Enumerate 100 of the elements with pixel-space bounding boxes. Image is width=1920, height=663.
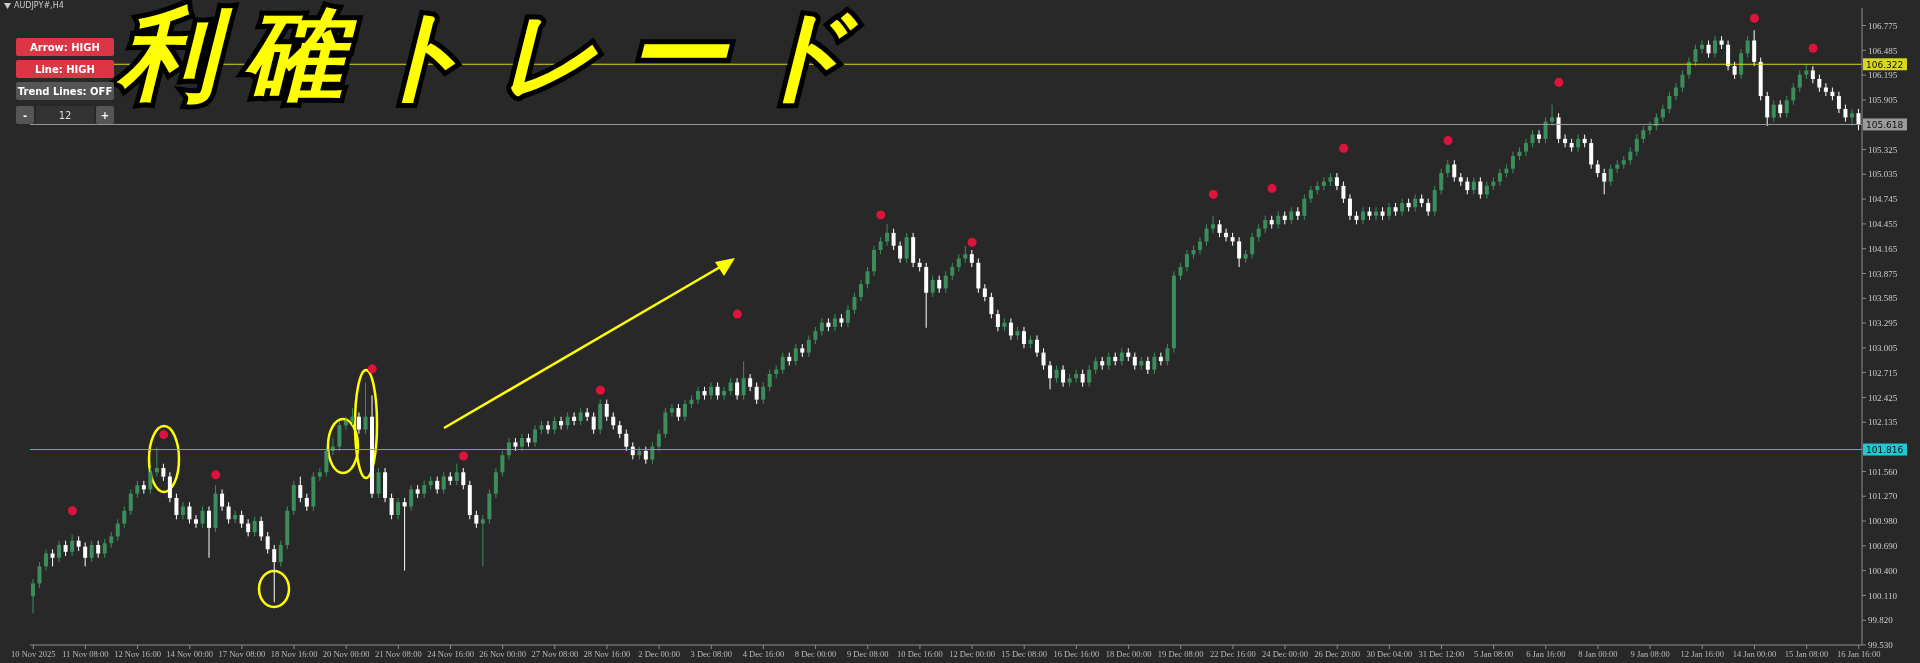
y-tick-label: 105.325 — [1868, 144, 1898, 155]
candlestick — [1556, 112, 1561, 144]
ref-line-label: 105.618 — [1866, 119, 1904, 130]
candlestick — [1602, 168, 1607, 195]
candlestick — [343, 416, 348, 431]
x-tick-label: 15 Dec 08:00 — [1001, 649, 1048, 660]
candlestick — [409, 484, 414, 512]
candlestick — [44, 548, 49, 572]
point — [367, 364, 377, 374]
candlestick — [337, 420, 342, 452]
x-tick-label: 4 Dec 16:00 — [742, 649, 785, 660]
candlestick — [722, 386, 727, 401]
point — [1443, 136, 1453, 146]
candlestick — [819, 317, 824, 336]
candlestick — [1074, 369, 1079, 383]
point — [1554, 77, 1564, 87]
candlestick — [1497, 168, 1502, 187]
candlestick — [1048, 360, 1053, 390]
candlestick — [233, 510, 238, 525]
candlestick — [1673, 82, 1678, 101]
candlestick — [1204, 223, 1209, 247]
candlestick — [1647, 121, 1652, 136]
candlestick — [272, 544, 277, 603]
candlestick — [1400, 198, 1405, 217]
candlestick — [1184, 249, 1189, 272]
x-tick-label: 18 Dec 00:00 — [1105, 649, 1152, 660]
x-tick-label: 9 Jan 08:00 — [1630, 649, 1670, 660]
candlestick — [1041, 347, 1046, 371]
y-tick-label: 102.715 — [1868, 367, 1898, 378]
candlestick — [1360, 206, 1365, 225]
y-tick-label: 106.195 — [1868, 70, 1898, 81]
candlestick — [1008, 317, 1013, 341]
x-tick-label: 27 Nov 08:00 — [531, 649, 579, 660]
x-tick-label: 19 Dec 08:00 — [1157, 649, 1204, 660]
candlestick — [506, 437, 511, 460]
candlestick — [891, 228, 896, 251]
candlestick — [858, 279, 863, 302]
candlestick — [656, 429, 661, 452]
x-tick-label: 21 Nov 08:00 — [374, 649, 422, 660]
candlestick — [865, 266, 870, 289]
x-tick-label: 16 Jan 16:00 — [1837, 649, 1881, 660]
x-tick-label: 6 Jan 16:00 — [1526, 649, 1566, 660]
x-tick-label: 2 Dec 00:00 — [638, 649, 680, 660]
candlestick — [376, 467, 381, 499]
y-tick-label: 105.035 — [1868, 169, 1898, 180]
candlestick — [154, 446, 159, 478]
candlestick — [1198, 236, 1202, 255]
y-tick-label: 106.775 — [1868, 20, 1898, 31]
chart-caption: AUDJPY#,H4 — [4, 1, 64, 10]
candlestick — [696, 386, 700, 405]
candlestick — [70, 534, 75, 557]
candlestick — [604, 399, 609, 422]
candlestick — [1726, 39, 1731, 71]
candlestick — [1334, 172, 1339, 191]
candlestick — [930, 275, 935, 298]
candlestick — [1439, 168, 1444, 195]
candlestick — [1550, 104, 1555, 127]
point — [459, 451, 469, 461]
candlestick — [454, 463, 459, 486]
candlestick — [663, 407, 668, 439]
button: Arrow: HIGH — [16, 38, 114, 56]
candlestick — [461, 467, 466, 490]
x-tick-label: 11 Nov 08:00 — [62, 649, 109, 660]
candlestick — [1791, 82, 1796, 106]
candlestick — [246, 518, 251, 537]
candlestick — [187, 501, 192, 525]
button: Trend Lines: OFF — [16, 82, 114, 100]
candlestick — [31, 578, 35, 614]
candlestick — [480, 514, 485, 567]
y-tick-label: 100.110 — [1868, 590, 1898, 601]
y-tick-label: 103.585 — [1868, 293, 1898, 304]
candlestick — [83, 541, 88, 567]
x-tick-label: 10 Nov 2025 — [11, 649, 56, 660]
candlestick — [1765, 91, 1770, 127]
x-tick-label: 20 Nov 00:00 — [322, 649, 370, 660]
candlestick — [735, 377, 740, 401]
candlestick — [832, 313, 837, 332]
candlestick — [1347, 193, 1352, 221]
candlestick — [200, 505, 205, 529]
y-tick-label: 104.165 — [1868, 243, 1898, 254]
candlestick — [1660, 104, 1665, 123]
candlestick — [943, 270, 948, 294]
candlestick — [148, 467, 153, 495]
candlestick — [533, 424, 538, 448]
button: + — [96, 106, 114, 124]
candlestick — [845, 305, 850, 328]
x-tick-label: 30 Dec 04:00 — [1366, 649, 1413, 660]
candlestick — [265, 531, 270, 555]
candlestick — [441, 471, 446, 495]
candlestick — [396, 497, 401, 520]
candlestick — [1061, 364, 1066, 388]
x-tick-label: 26 Dec 20:00 — [1314, 649, 1361, 660]
candlestick — [1745, 35, 1750, 59]
candlestick — [546, 420, 551, 435]
ref-line-label: 101.816 — [1866, 445, 1904, 456]
candlestick — [1021, 326, 1026, 349]
candlestick — [761, 382, 766, 405]
candlestick — [754, 382, 759, 405]
candlestick — [259, 516, 264, 542]
candlestick — [1484, 181, 1489, 200]
